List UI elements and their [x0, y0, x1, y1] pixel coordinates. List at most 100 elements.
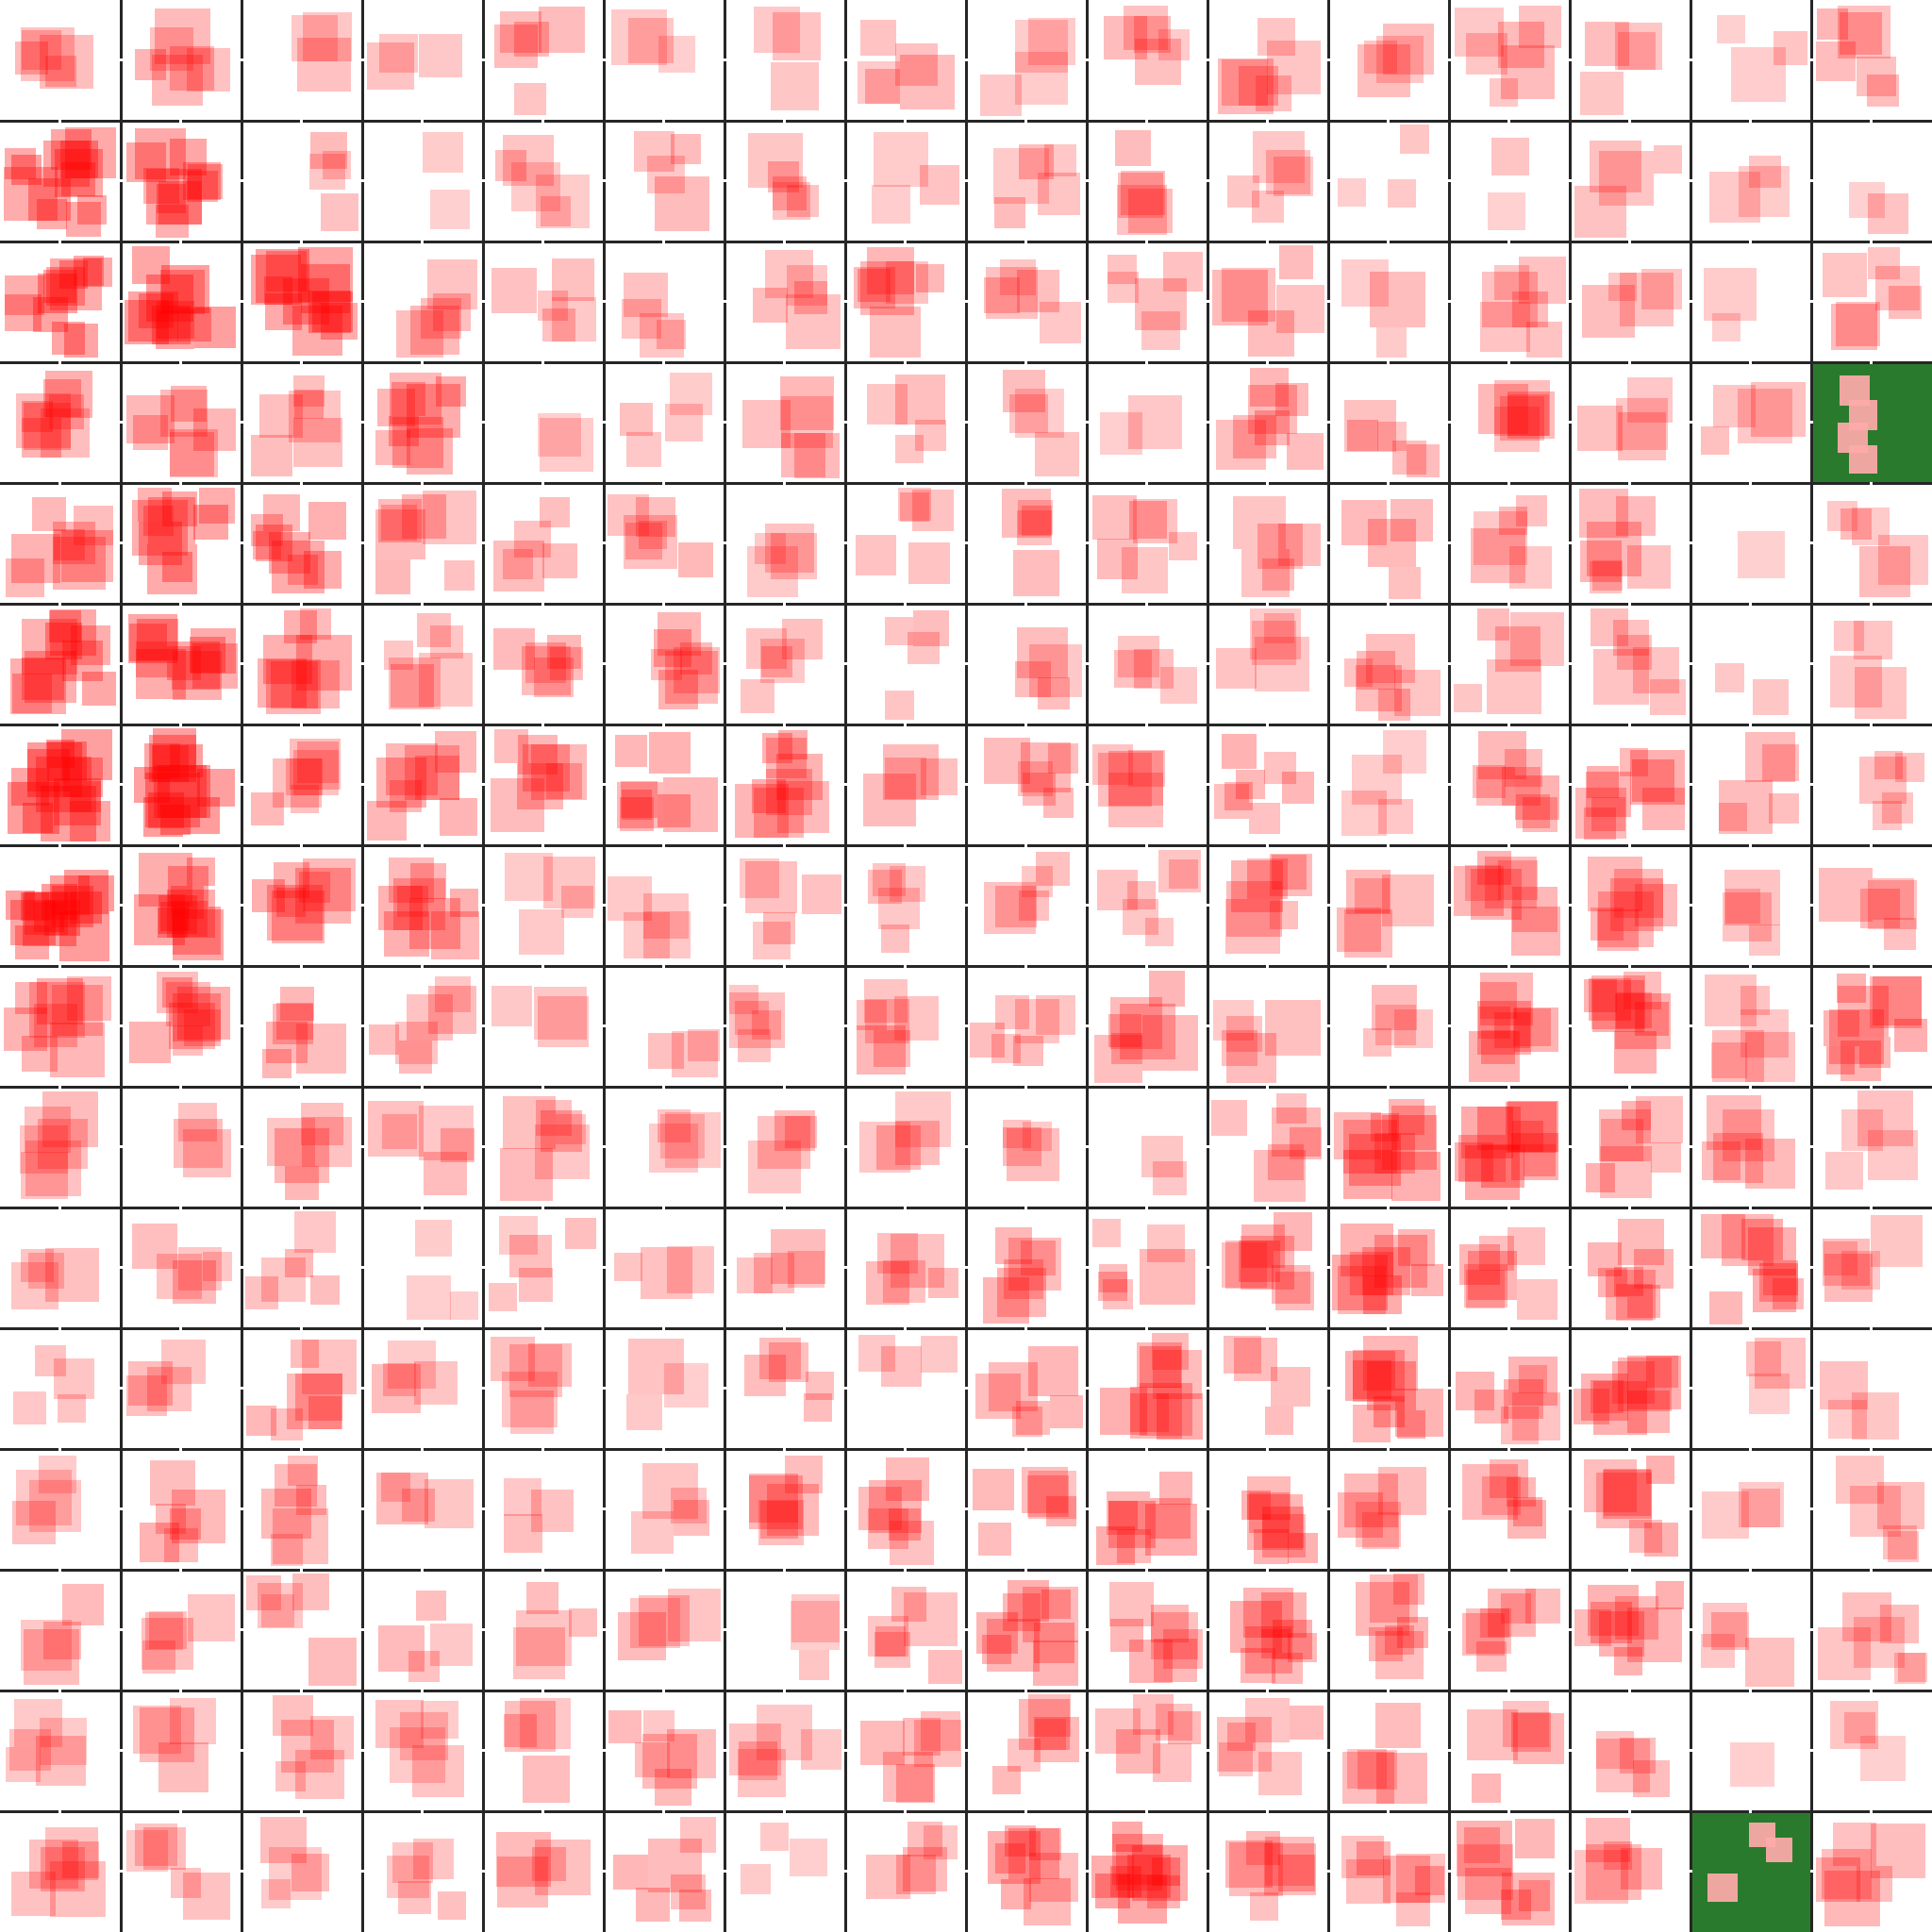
grid-cell[interactable]	[0, 1328, 121, 1449]
grid-cell[interactable]	[1811, 604, 1932, 724]
grid-cell[interactable]	[1328, 845, 1449, 966]
grid-cell[interactable]	[845, 604, 966, 724]
grid-cell[interactable]	[604, 724, 724, 845]
grid-cell[interactable]	[362, 604, 483, 724]
grid-cell[interactable]	[724, 242, 845, 362]
grid-cell[interactable]	[1087, 483, 1208, 604]
grid-cell[interactable]	[1328, 724, 1449, 845]
grid-cell[interactable]	[604, 242, 724, 362]
grid-cell[interactable]	[1328, 483, 1449, 604]
grid-cell[interactable]	[604, 121, 724, 242]
grid-cell[interactable]	[242, 1328, 362, 1449]
grid-cell[interactable]	[966, 1811, 1087, 1932]
grid-cell[interactable]	[1208, 1208, 1328, 1328]
grid-cell[interactable]	[604, 1208, 724, 1328]
grid-cell[interactable]	[483, 1208, 604, 1328]
grid-cell[interactable]	[1087, 362, 1208, 483]
grid-cell[interactable]	[362, 1087, 483, 1208]
grid-cell[interactable]	[121, 845, 242, 966]
grid-cell[interactable]	[121, 1449, 242, 1570]
grid-cell[interactable]	[1570, 1208, 1690, 1328]
grid-cell[interactable]	[1087, 1690, 1208, 1811]
grid-cell[interactable]	[966, 604, 1087, 724]
grid-cell[interactable]	[724, 362, 845, 483]
grid-cell[interactable]	[483, 1570, 604, 1690]
grid-cell[interactable]	[0, 1690, 121, 1811]
grid-cell[interactable]	[483, 1328, 604, 1449]
grid-cell[interactable]	[845, 724, 966, 845]
grid-cell[interactable]	[1690, 1690, 1811, 1811]
grid-cell[interactable]	[0, 1208, 121, 1328]
grid-cell[interactable]	[1690, 1208, 1811, 1328]
grid-cell[interactable]	[1690, 1449, 1811, 1570]
grid-cell[interactable]	[1570, 1449, 1690, 1570]
grid-cell[interactable]	[362, 0, 483, 121]
grid-cell[interactable]	[845, 1811, 966, 1932]
grid-cell[interactable]	[1449, 724, 1570, 845]
grid-cell[interactable]	[1328, 121, 1449, 242]
grid-cell[interactable]	[604, 1690, 724, 1811]
grid-cell[interactable]	[966, 121, 1087, 242]
grid-cell[interactable]	[724, 0, 845, 121]
grid-cell[interactable]	[483, 604, 604, 724]
grid-cell[interactable]	[1811, 242, 1932, 362]
grid-cell[interactable]	[242, 0, 362, 121]
grid-cell[interactable]	[1811, 1208, 1932, 1328]
grid-cell[interactable]	[1690, 1087, 1811, 1208]
grid-cell[interactable]	[483, 0, 604, 121]
grid-cell[interactable]	[121, 121, 242, 242]
grid-cell[interactable]	[1449, 1570, 1570, 1690]
grid-cell[interactable]	[604, 1087, 724, 1208]
grid-cell[interactable]	[724, 1570, 845, 1690]
grid-cell[interactable]	[1449, 1690, 1570, 1811]
grid-cell[interactable]	[1328, 1570, 1449, 1690]
grid-cell[interactable]	[1570, 1087, 1690, 1208]
grid-cell[interactable]	[1087, 1328, 1208, 1449]
grid-cell[interactable]	[604, 1328, 724, 1449]
grid-cell[interactable]	[604, 845, 724, 966]
grid-cell[interactable]	[1449, 1087, 1570, 1208]
grid-cell[interactable]	[966, 1449, 1087, 1570]
grid-cell[interactable]	[362, 1208, 483, 1328]
grid-cell[interactable]	[724, 1208, 845, 1328]
grid-cell[interactable]	[1690, 724, 1811, 845]
grid-cell[interactable]	[1811, 483, 1932, 604]
grid-cell[interactable]	[845, 1690, 966, 1811]
grid-cell[interactable]	[121, 1087, 242, 1208]
grid-cell[interactable]	[1328, 604, 1449, 724]
grid-cell[interactable]	[1087, 1208, 1208, 1328]
grid-cell[interactable]	[362, 242, 483, 362]
grid-cell[interactable]	[483, 1811, 604, 1932]
grid-cell[interactable]	[1811, 121, 1932, 242]
grid-cell[interactable]	[1570, 121, 1690, 242]
grid-cell[interactable]	[604, 483, 724, 604]
grid-cell[interactable]	[1208, 1811, 1328, 1932]
grid-cell[interactable]	[845, 0, 966, 121]
grid-cell[interactable]	[1087, 604, 1208, 724]
grid-cell[interactable]	[0, 966, 121, 1087]
grid-cell[interactable]	[1208, 604, 1328, 724]
grid-cell[interactable]	[845, 966, 966, 1087]
grid-cell[interactable]	[845, 1087, 966, 1208]
grid-cell[interactable]	[1811, 1328, 1932, 1449]
grid-cell[interactable]	[0, 362, 121, 483]
grid-cell[interactable]	[604, 1811, 724, 1932]
grid-cell[interactable]	[1328, 1690, 1449, 1811]
grid-cell[interactable]	[966, 242, 1087, 362]
grid-cell[interactable]	[242, 724, 362, 845]
grid-cell[interactable]	[1208, 1690, 1328, 1811]
grid-cell[interactable]	[1690, 845, 1811, 966]
grid-cell[interactable]	[483, 362, 604, 483]
grid-cell[interactable]	[1811, 0, 1932, 121]
grid-cell[interactable]	[845, 1570, 966, 1690]
grid-cell[interactable]	[845, 483, 966, 604]
grid-cell[interactable]	[1570, 0, 1690, 121]
grid-cell[interactable]	[121, 604, 242, 724]
grid-cell[interactable]	[1328, 966, 1449, 1087]
grid-cell[interactable]	[1449, 1811, 1570, 1932]
grid-cell[interactable]	[724, 724, 845, 845]
grid-cell[interactable]	[604, 966, 724, 1087]
grid-cell[interactable]	[1208, 845, 1328, 966]
grid-cell[interactable]	[0, 1087, 121, 1208]
grid-cell[interactable]	[1087, 1570, 1208, 1690]
